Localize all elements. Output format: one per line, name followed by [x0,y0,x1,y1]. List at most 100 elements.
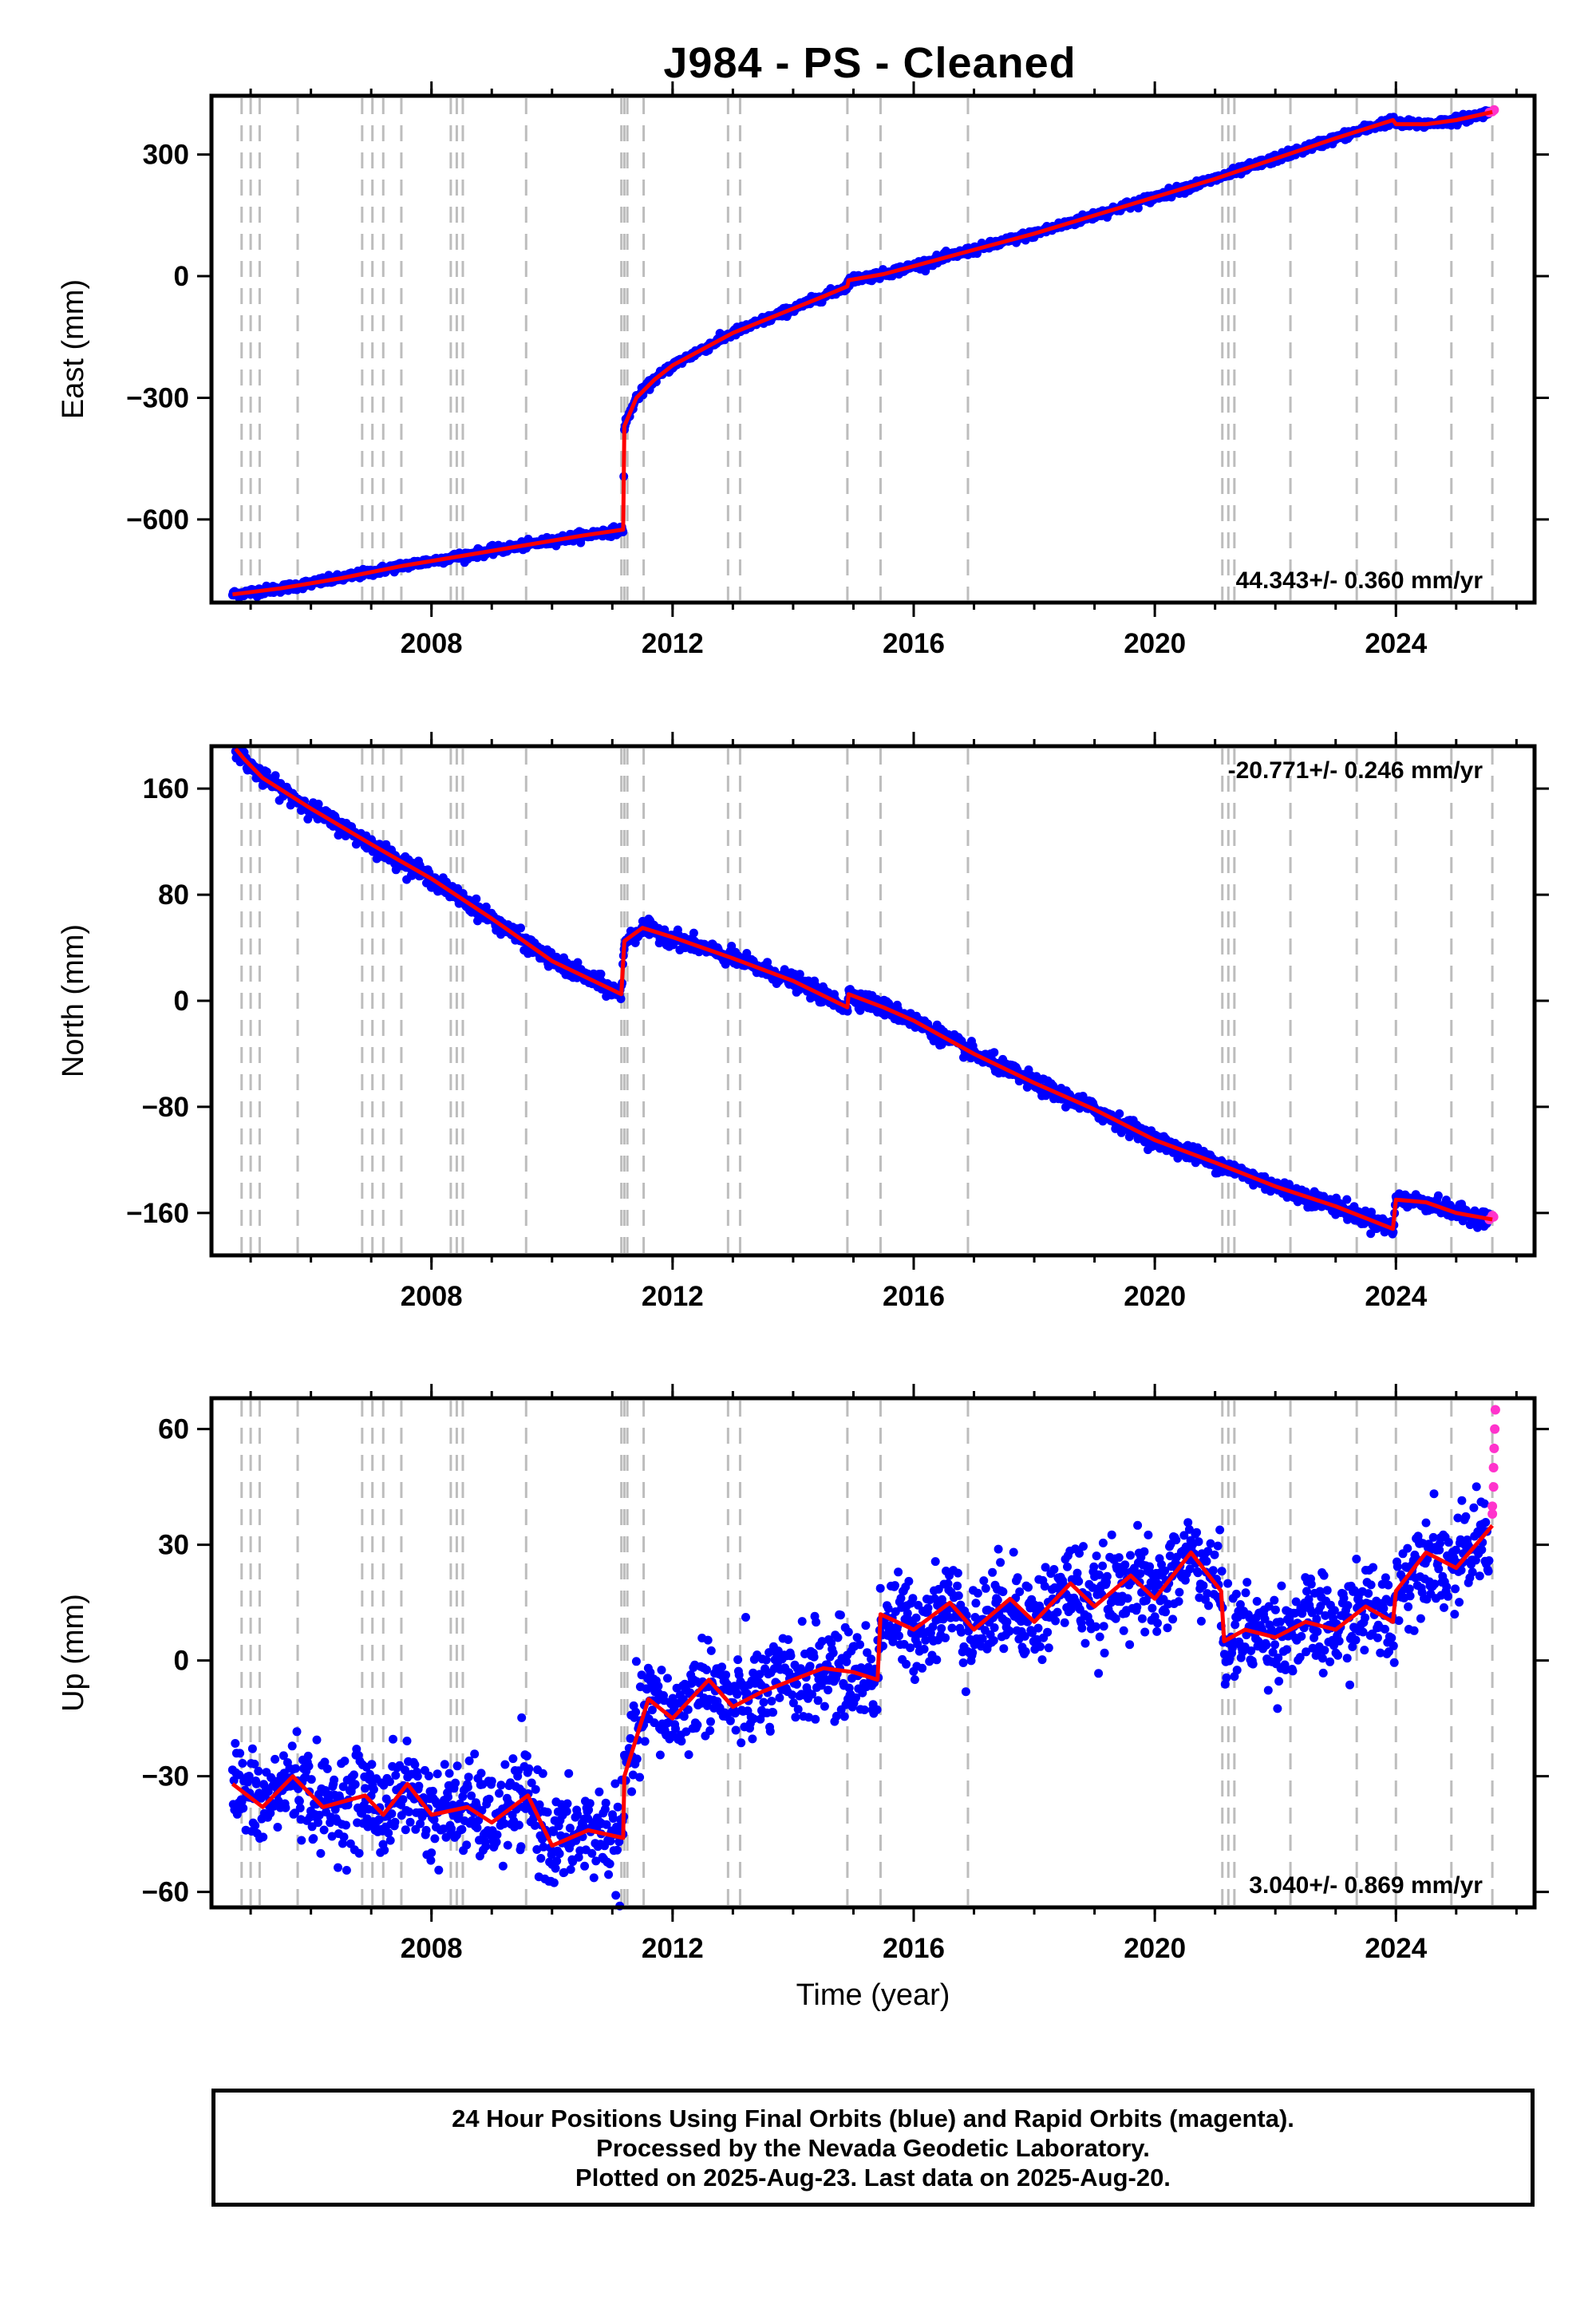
data-point [263,1787,273,1796]
data-point [788,1690,797,1700]
data-point [306,1775,316,1784]
data-point [496,1780,506,1790]
data-point [703,1635,713,1645]
data-point [795,970,804,979]
data-point [811,1714,820,1724]
data-point [761,1655,771,1665]
data-point [495,1788,504,1798]
data-point [309,1834,318,1844]
data-point [295,1804,305,1812]
data-point [472,894,481,903]
data-point [749,1714,758,1724]
data-point [426,1856,436,1865]
data-point [861,1621,871,1630]
data-point [574,1852,583,1862]
data-point [555,1849,564,1859]
data-point [421,1825,431,1835]
data-point [632,1754,642,1764]
x-tick-label: 2012 [642,1281,704,1312]
data-point [683,1705,693,1714]
data-point [527,1778,536,1788]
data-point [657,1666,666,1675]
data-point [828,1648,838,1658]
data-point [768,1708,778,1717]
data-point [470,1749,480,1759]
data-point [464,1756,474,1765]
data-point [430,1834,440,1844]
data-point [606,1836,615,1846]
data-point [319,1825,329,1835]
data-point [410,1760,420,1769]
data-point [290,1764,300,1773]
data-point [705,1726,715,1735]
data-point [733,1655,743,1665]
data-point [239,1804,248,1813]
data-point [434,1865,444,1875]
data-point [390,1817,400,1827]
data-point [231,1739,240,1748]
data-point [508,1754,518,1764]
data-point [487,1777,496,1786]
data-point [498,1861,508,1871]
data-point [549,1878,559,1887]
data-point [365,1769,374,1779]
data-point [451,1778,460,1788]
data-point [851,1693,860,1702]
data-point [628,1770,638,1780]
y-tick-label: −80 [142,1092,189,1123]
data-point [492,1837,501,1847]
data-point [522,1751,531,1761]
data-point [647,1705,657,1715]
final-orbit-points [227,106,1494,603]
data-point [444,1769,454,1778]
data-point [385,1836,395,1845]
data-point [839,1712,849,1721]
x-tick-label: 2020 [1124,1281,1186,1312]
data-point [405,1807,413,1816]
data-point [852,1633,862,1642]
data-point [428,1786,437,1796]
data-point [387,1809,397,1819]
data-point [316,1848,326,1858]
data-point [500,1760,510,1769]
velocity-label: -20.771+/- 0.246 mm/yr [1228,757,1483,784]
x-tick-label: 2016 [883,628,945,659]
data-point [646,1668,655,1678]
data-point [251,1820,260,1830]
data-point [439,1824,448,1834]
data-point [401,1825,410,1835]
data-point [492,1830,502,1840]
data-point [763,958,772,967]
y-tick-label: −300 [126,382,189,413]
data-point [990,1048,999,1057]
data-point [734,1670,744,1680]
data-point [516,1842,526,1852]
data-point [524,1764,534,1773]
data-point [608,1814,618,1823]
data-point [531,1784,540,1794]
data-point [342,1820,350,1830]
model-fit-line [232,109,1493,597]
data-point [516,923,525,933]
data-point [859,1705,869,1714]
data-point [254,1766,263,1776]
data-point [813,1696,823,1705]
data-point [452,1761,462,1771]
data-point [440,1760,449,1769]
data-point [464,1773,473,1782]
data-point [401,1765,409,1775]
data-point [820,1701,829,1711]
y-tick-label: −160 [126,1198,189,1229]
data-point [595,1787,604,1796]
data-point [472,1823,482,1832]
data-point [679,1712,689,1721]
data-point [1433,1191,1443,1200]
data-point [631,1657,641,1666]
data-point [611,1891,621,1900]
data-point [755,1670,764,1679]
data-point [564,1769,574,1778]
data-point [767,1697,776,1705]
